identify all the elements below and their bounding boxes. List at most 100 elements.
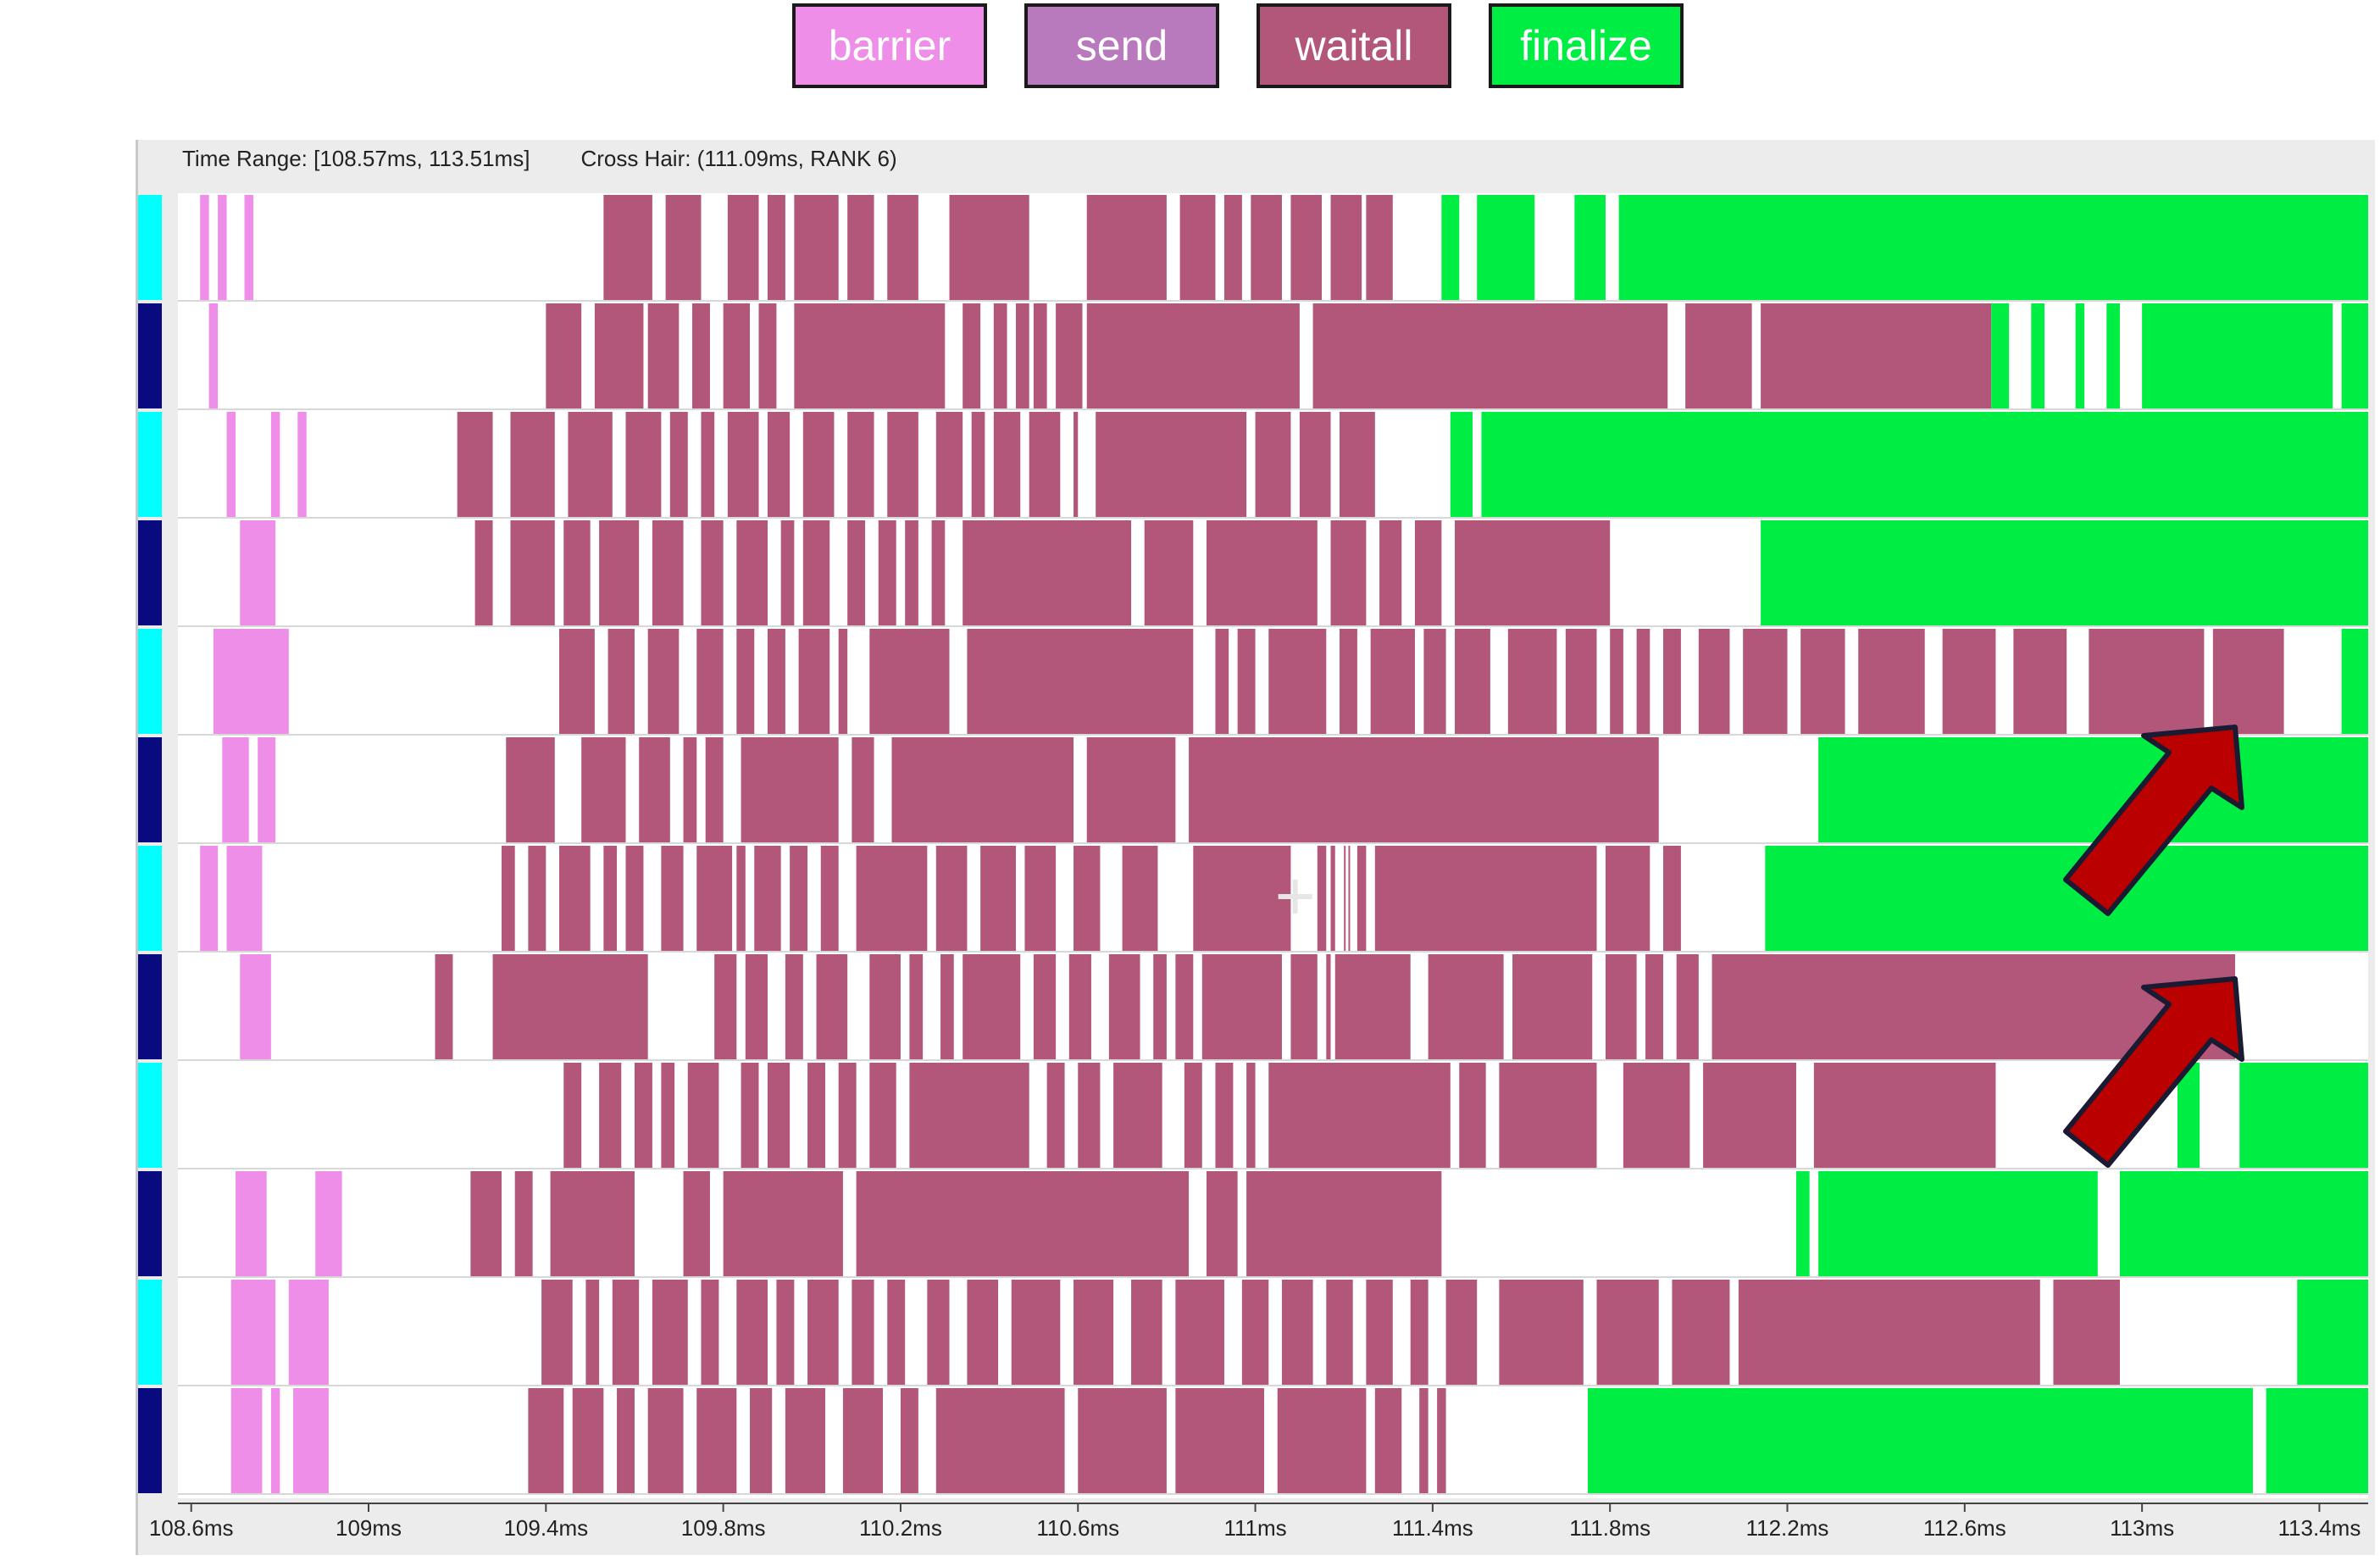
finalize-bar[interactable] [1477,195,1535,300]
waitall-bar[interactable] [1251,195,1282,300]
waitall-bar[interactable] [687,1063,719,1168]
finalize-bar[interactable] [2239,1063,2368,1168]
waitall-bar[interactable] [1290,954,1318,1059]
rank-indicator[interactable] [138,1171,162,1276]
waitall-bar[interactable] [435,954,453,1059]
barrier-bar[interactable] [218,195,227,300]
waitall-bar[interactable] [1312,303,1668,408]
waitall-bar[interactable] [1459,1063,1486,1168]
finalize-bar[interactable] [1450,412,1473,517]
waitall-bar[interactable] [1330,520,1367,625]
waitall-bar[interactable] [1246,1171,1442,1276]
finalize-bar[interactable] [2106,303,2120,408]
waitall-bar[interactable] [1339,629,1357,734]
waitall-bar[interactable] [1223,195,1242,300]
waitall-bar[interactable] [1423,629,1446,734]
waitall-bar[interactable] [1268,629,1327,734]
waitall-bar[interactable] [887,412,918,517]
waitall-bar[interactable] [559,846,591,951]
waitall-bar[interactable] [790,846,808,951]
finalize-bar[interactable] [2075,303,2085,408]
waitall-bar[interactable] [736,1280,768,1385]
waitall-bar[interactable] [816,954,848,1059]
waitall-bar[interactable] [528,846,546,951]
waitall-bar[interactable] [1813,1063,1996,1168]
waitall-bar[interactable] [1122,846,1158,951]
waitall-bar[interactable] [963,303,981,408]
waitall-bar[interactable] [754,846,781,951]
waitall-bar[interactable] [1437,1388,1446,1493]
legend-waitall[interactable]: waitall [1257,3,1451,88]
waitall-bar[interactable] [546,303,582,408]
waitall-bar[interactable] [856,846,928,951]
finalize-bar[interactable] [2142,303,2333,408]
waitall-bar[interactable] [741,1063,759,1168]
finalize-bar[interactable] [2031,303,2045,408]
barrier-bar[interactable] [315,1171,342,1276]
finalize-bar[interactable] [1441,195,1460,300]
waitall-bar[interactable] [647,303,680,408]
waitall-bar[interactable] [794,195,839,300]
waitall-bar[interactable] [1445,1280,1478,1385]
waitall-bar[interactable] [723,303,751,408]
finalize-bar[interactable] [2119,1171,2368,1276]
barrier-bar[interactable] [200,195,209,300]
waitall-bar[interactable] [1215,1063,1234,1168]
waitall-bar[interactable] [1623,1063,1690,1168]
waitall-bar[interactable] [1339,412,1375,517]
waitall-bar[interactable] [736,520,768,625]
waitall-bar[interactable] [1698,629,1730,734]
waitall-bar[interactable] [963,520,1132,625]
waitall-bar[interactable] [1743,629,1788,734]
finalize-bar[interactable] [1588,1388,2253,1493]
waitall-bar[interactable] [1078,1063,1101,1168]
waitall-bar[interactable] [1277,1388,1367,1493]
barrier-bar[interactable] [270,412,280,517]
waitall-bar[interactable] [1184,1063,1202,1168]
rank-indicator[interactable] [138,1063,162,1168]
waitall-bar[interactable] [1175,954,1194,1059]
waitall-bar[interactable] [785,954,803,1059]
waitall-bar[interactable] [634,1063,652,1168]
barrier-bar[interactable] [297,412,307,517]
waitall-bar[interactable] [869,629,950,734]
waitall-bar[interactable] [1193,846,1291,951]
waitall-bar[interactable] [669,412,688,517]
finalize-bar[interactable] [1618,195,2368,300]
waitall-bar[interactable] [931,520,946,625]
waitall-bar[interactable] [723,1171,843,1276]
waitall-bar[interactable] [1370,629,1415,734]
waitall-bar[interactable] [603,846,618,951]
waitall-bar[interactable] [1268,1063,1451,1168]
waitall-bar[interactable] [1507,629,1557,734]
barrier-bar[interactable] [226,846,263,951]
waitall-bar[interactable] [1024,846,1057,951]
waitall-bar[interactable] [1255,412,1291,517]
waitall-bar[interactable] [1499,1280,1584,1385]
waitall-bar[interactable] [1131,1280,1162,1385]
waitall-bar[interactable] [736,846,746,951]
waitall-bar[interactable] [559,629,595,734]
waitall-bar[interactable] [1207,520,1318,625]
waitall-bar[interactable] [1455,520,1611,625]
waitall-bar[interactable] [612,1280,640,1385]
legend-send[interactable]: send [1024,3,1219,88]
barrier-bar[interactable] [288,1280,329,1385]
waitall-bar[interactable] [1073,846,1101,951]
waitall-bar[interactable] [541,1280,573,1385]
waitall-bar[interactable] [802,520,830,625]
finalize-bar[interactable] [2266,1388,2368,1493]
waitall-bar[interactable] [758,303,777,408]
waitall-bar[interactable] [852,1280,874,1385]
rank-indicator[interactable] [138,520,162,625]
legend-barrier[interactable]: barrier [792,3,987,88]
waitall-bar[interactable] [980,846,1016,951]
rank-indicator[interactable] [138,629,162,734]
waitall-bar[interactable] [971,412,985,517]
waitall-bar[interactable] [1344,846,1346,951]
waitall-bar[interactable] [1086,195,1167,300]
waitall-bar[interactable] [1086,737,1176,842]
waitall-bar[interactable] [807,1280,839,1385]
waitall-bar[interactable] [599,1063,622,1168]
